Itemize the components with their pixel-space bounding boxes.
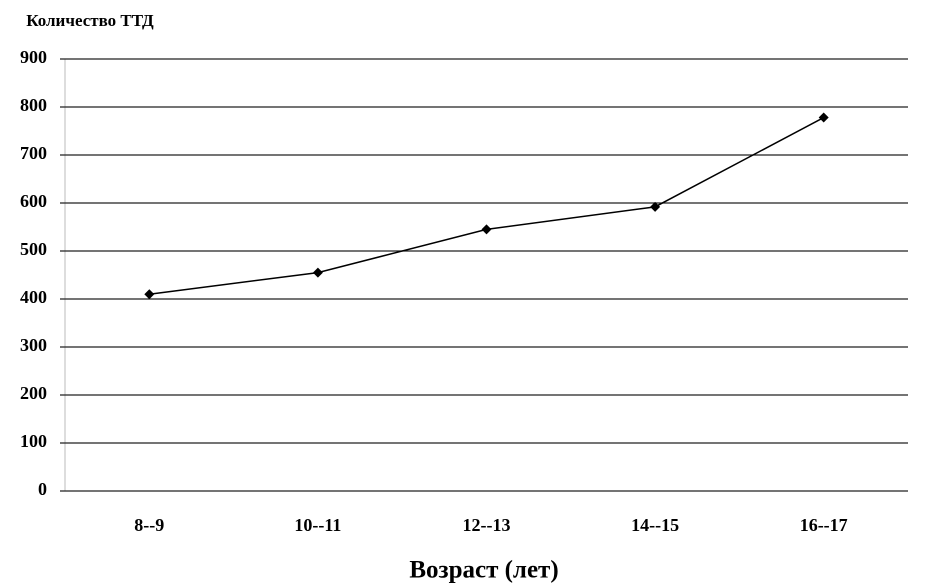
marker xyxy=(312,267,323,278)
x-tick-label: 12--13 xyxy=(463,515,511,535)
x-tick-label: 8--9 xyxy=(134,515,164,535)
x-axis-title: Возраст (лет) xyxy=(409,557,558,584)
y-tick-label: 700 xyxy=(20,143,47,163)
line xyxy=(149,116,825,295)
marker xyxy=(818,112,829,123)
marker xyxy=(481,224,492,235)
y-tick-label: 0 xyxy=(38,479,47,499)
y-tick-label: 900 xyxy=(20,47,47,67)
y-axis-title: Количество ТТД xyxy=(26,11,154,30)
x-tick-label: 14--15 xyxy=(631,515,679,535)
y-tick-label: 200 xyxy=(20,383,47,403)
x-tick-label: 10--11 xyxy=(294,515,341,535)
marker xyxy=(144,289,155,300)
y-tick-label: 600 xyxy=(20,191,47,211)
y-tick-label: 500 xyxy=(20,239,47,259)
marker xyxy=(650,201,661,212)
y-tick-label: 800 xyxy=(20,95,47,115)
y-tick-label: 300 xyxy=(20,335,47,355)
y-tick-label: 100 xyxy=(20,431,47,451)
x-tick-label: 16--17 xyxy=(800,515,848,535)
y-tick-label: 400 xyxy=(20,287,47,307)
